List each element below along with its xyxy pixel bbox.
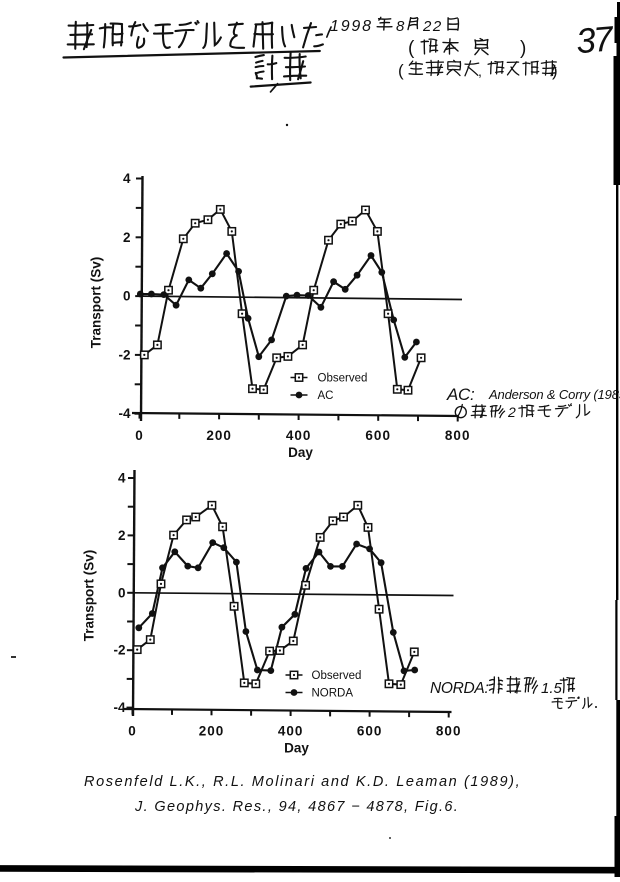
- svg-text:-4: -4: [118, 406, 130, 421]
- svg-text:200: 200: [199, 724, 225, 739]
- svg-text:): ): [520, 38, 526, 59]
- svg-text:,: ,: [478, 63, 482, 79]
- svg-text:400: 400: [278, 724, 304, 739]
- svg-text:): ): [552, 61, 558, 80]
- svg-text:800: 800: [436, 724, 462, 739]
- svg-text:NORDA:: NORDA:: [430, 680, 488, 697]
- svg-text:800: 800: [445, 428, 471, 443]
- svg-text:(: (: [398, 61, 404, 80]
- svg-text:Rosenfeld L.K., R.L. Molinari: Rosenfeld L.K., R.L. Molinari and K.D. L…: [84, 774, 521, 790]
- svg-text:NORDA: NORDA: [312, 688, 354, 700]
- svg-text:Observed: Observed: [312, 670, 362, 682]
- svg-text:(: (: [408, 38, 415, 59]
- svg-text:22: 22: [422, 18, 443, 35]
- svg-text:2: 2: [118, 528, 126, 543]
- svg-text:0: 0: [123, 289, 131, 304]
- svg-text:Transport (Sv): Transport (Sv): [89, 257, 104, 349]
- svg-text:600: 600: [357, 724, 383, 739]
- svg-text:Observed: Observed: [318, 373, 368, 385]
- svg-text:2: 2: [123, 230, 131, 245]
- svg-text:J. Geophys. Res., 94, 4867 − 4: J. Geophys. Res., 94, 4867 − 4878, Fig.6…: [134, 799, 459, 815]
- svg-text:0: 0: [135, 428, 144, 443]
- svg-text:Day: Day: [284, 741, 309, 756]
- svg-text:Day: Day: [288, 445, 313, 460]
- svg-text:0: 0: [118, 585, 126, 600]
- svg-text:-2: -2: [118, 347, 130, 362]
- svg-text:Anderson & Corry (1985): Anderson & Corry (1985): [488, 387, 620, 402]
- svg-text:AC: AC: [318, 390, 334, 402]
- svg-text:1998: 1998: [330, 18, 373, 35]
- svg-text:600: 600: [365, 428, 391, 443]
- svg-text:8: 8: [396, 18, 405, 35]
- svg-text:0: 0: [128, 724, 137, 739]
- svg-text:2: 2: [507, 404, 516, 420]
- svg-text:4: 4: [123, 171, 131, 186]
- svg-text:-4: -4: [113, 700, 125, 715]
- svg-text:AC:: AC:: [446, 385, 475, 404]
- svg-text:200: 200: [206, 428, 232, 443]
- svg-text:Transport (Sv): Transport (Sv): [82, 550, 97, 642]
- svg-text:-2: -2: [113, 643, 125, 658]
- svg-text:4: 4: [118, 471, 126, 486]
- svg-text:1.5: 1.5: [541, 680, 563, 697]
- svg-text:400: 400: [286, 428, 312, 443]
